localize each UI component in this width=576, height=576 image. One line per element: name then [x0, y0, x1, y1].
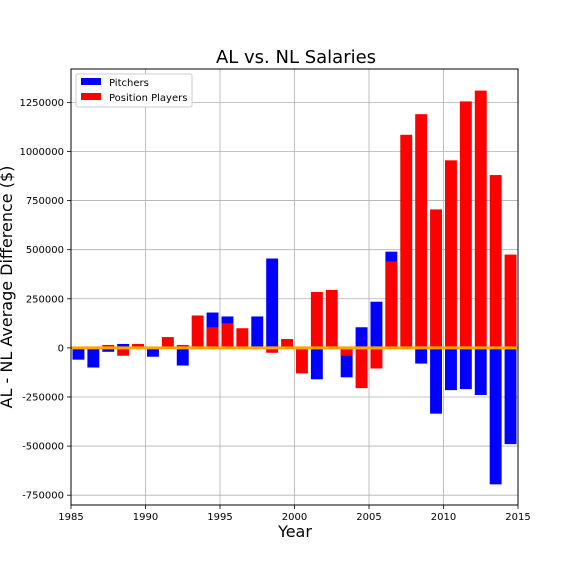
y-tick-label: -750000 — [22, 491, 64, 502]
bar-position-players-2007 — [400, 134, 413, 348]
bar-position-players-1991 — [161, 337, 174, 348]
bar-pitchers-2013 — [489, 347, 502, 485]
bar-pitchers-2014 — [504, 347, 517, 445]
bar-position-players-1994 — [206, 327, 219, 348]
y-tick-label: 250000 — [26, 294, 64, 305]
bar-pitchers-2012 — [474, 347, 487, 396]
bar-pitchers-2011 — [459, 347, 472, 390]
y-tick-label: 500000 — [26, 245, 64, 256]
y-tick-label: -500000 — [22, 442, 64, 453]
bar-pitchers-1992 — [176, 347, 189, 366]
legend: Pitchers Position Players — [75, 73, 193, 108]
y-tick-label: 750000 — [26, 196, 64, 207]
bar-position-players-2002 — [325, 289, 338, 348]
x-tick-label: 1995 — [207, 512, 232, 523]
bar-position-players-2003 — [340, 347, 353, 356]
bar-position-players-1998 — [266, 347, 279, 353]
y-tick-label: 1000000 — [19, 147, 64, 158]
bar-pitchers-1990 — [146, 347, 159, 357]
bar-position-players-1993 — [191, 315, 204, 348]
y-tick-label: 1250000 — [19, 98, 64, 109]
bar-position-players-2006 — [385, 261, 398, 348]
chart-title: AL vs. NL Salaries — [216, 47, 376, 68]
bar-position-players-2013 — [489, 175, 502, 348]
x-tick-label: 2000 — [282, 512, 307, 523]
x-tick-label: 1990 — [133, 512, 158, 523]
bar-position-players-2010 — [444, 160, 457, 348]
x-tick-label: 2010 — [431, 512, 456, 523]
bar-position-players-1995 — [221, 323, 234, 348]
bar-position-players-2009 — [430, 209, 443, 348]
bar-pitchers-2005 — [370, 301, 383, 348]
bar-position-players-2004 — [355, 347, 368, 389]
bar-position-players-2014 — [504, 254, 517, 348]
bar-pitchers-1985 — [72, 347, 85, 360]
legend-swatch-position-players — [81, 93, 101, 100]
bar-position-players-2008 — [415, 114, 428, 348]
bar-position-players-1996 — [236, 328, 249, 348]
y-tick-label: 0 — [58, 343, 64, 354]
legend-label-pitchers: Pitchers — [109, 78, 149, 89]
bar-position-players-2012 — [474, 90, 487, 348]
bar-position-players-1999 — [281, 339, 294, 348]
bars — [71, 90, 518, 485]
y-axis-label: AL - NL Average Difference ($) — [0, 166, 16, 409]
bar-position-players-2000 — [295, 347, 308, 374]
x-axis-label: Year — [277, 522, 312, 541]
y-tick-label: -250000 — [22, 392, 64, 403]
bar-pitchers-1988 — [117, 343, 130, 348]
bar-pitchers-1986 — [87, 347, 100, 368]
bar-pitchers-2001 — [310, 347, 323, 380]
bar-position-players-2001 — [310, 291, 323, 348]
legend-label-position-players: Position Players — [109, 93, 187, 104]
bar-pitchers-2004 — [355, 327, 368, 348]
bar-position-players-1988 — [117, 347, 130, 356]
bar-position-players-2005 — [370, 347, 383, 369]
bar-position-players-2011 — [459, 101, 472, 348]
legend-swatch-pitchers — [81, 78, 101, 85]
legend-box — [75, 73, 193, 108]
x-tick-label: 2005 — [356, 512, 381, 523]
x-tick-label: 1985 — [58, 512, 83, 523]
bar-pitchers-1987 — [102, 347, 115, 352]
bar-pitchers-2008 — [415, 347, 428, 364]
bar-pitchers-1997 — [251, 316, 264, 348]
bar-pitchers-2003 — [340, 347, 353, 378]
axis-ticks: 1985 1990 1995 2000 2005 2010 2015 -750000 -5000… — [19, 98, 530, 523]
bar-position-players-1989 — [132, 343, 145, 348]
bar-pitchers-2010 — [444, 347, 457, 391]
bar-pitchers-2009 — [430, 347, 443, 414]
x-tick-label: 2015 — [505, 512, 530, 523]
bar-pitchers-1998 — [266, 258, 279, 348]
